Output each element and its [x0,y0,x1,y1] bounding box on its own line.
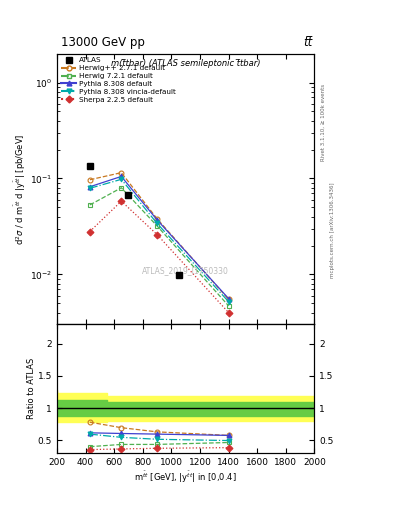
Text: m(t̅tbar) (ATLAS semileptonic t̅tbar): m(t̅tbar) (ATLAS semileptonic t̅tbar) [111,59,261,68]
X-axis label: m$^{\bar{t}t}$ [GeV], |y$^{\bar{t}t}$| in [0,0.4]: m$^{\bar{t}t}$ [GeV], |y$^{\bar{t}t}$| i… [134,470,237,485]
Legend: ATLAS, Herwig++ 2.7.1 default, Herwig 7.2.1 default, Pythia 8.308 default, Pythi: ATLAS, Herwig++ 2.7.1 default, Herwig 7.… [59,56,178,104]
Text: 13000 GeV pp: 13000 GeV pp [61,36,145,49]
Y-axis label: Ratio to ATLAS: Ratio to ATLAS [28,358,37,419]
Text: tt̅: tt̅ [303,36,312,49]
Text: mcplots.cern.ch [arXiv:1306.3436]: mcplots.cern.ch [arXiv:1306.3436] [330,183,335,278]
Text: Rivet 3.1.10, ≥ 100k events: Rivet 3.1.10, ≥ 100k events [320,84,325,161]
Y-axis label: d$^2\sigma$ / d m$^{\bar{t}t}$ d |y$^{\bar{t}t}$| [pb/GeV]: d$^2\sigma$ / d m$^{\bar{t}t}$ d |y$^{\b… [13,133,28,245]
Text: ATLAS_2019_I1750330: ATLAS_2019_I1750330 [142,266,229,274]
